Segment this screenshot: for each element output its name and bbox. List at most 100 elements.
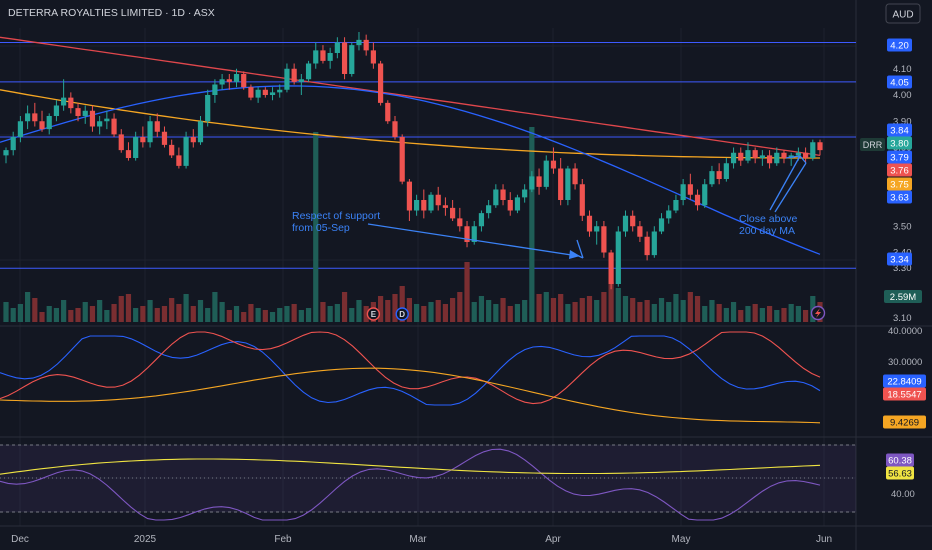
- candle-body-98: [709, 171, 715, 185]
- candle-body-104: [752, 150, 758, 158]
- volume-bar-53: [385, 300, 391, 322]
- price-tick-4: 3.50: [893, 221, 912, 232]
- volume-bar-42: [305, 308, 312, 322]
- candle-body-18: [133, 137, 139, 158]
- volume-bar-80: [579, 298, 585, 322]
- adx-line: [0, 367, 821, 424]
- volume-bar-106: [766, 306, 773, 322]
- candle-body-78: [565, 168, 571, 200]
- time-tick-1: 2025: [134, 534, 157, 545]
- candle-body-20: [147, 121, 153, 143]
- candle-body-30: [219, 79, 225, 85]
- volume-bar-91: [658, 298, 665, 322]
- candle-body-26: [190, 137, 196, 143]
- volume-bar-22: [161, 306, 168, 322]
- volume-bar-111: [802, 310, 809, 322]
- candle-body-64: [464, 226, 470, 242]
- volume-bar-10: [75, 308, 81, 322]
- volume-bar-20: [147, 300, 153, 322]
- rsi-label-0: 60.38: [888, 456, 912, 467]
- price-label-6: 3.75: [890, 180, 909, 191]
- volume-label: 2.59M: [890, 292, 916, 303]
- candle-body-59: [428, 194, 434, 211]
- candle-body-75: [543, 160, 549, 187]
- volume-bar-72: [522, 300, 528, 322]
- candle-body-9: [68, 97, 74, 109]
- price-label-1: 4.05: [890, 78, 909, 89]
- candle-body-99: [716, 171, 722, 179]
- candle-body-112: [810, 142, 816, 158]
- volume-bar-9: [68, 310, 74, 322]
- volume-bar-63: [457, 292, 463, 322]
- volume-bar-79: [572, 302, 578, 322]
- volume-bar-92: [666, 302, 672, 322]
- candle-body-82: [594, 226, 600, 232]
- candle-body-57: [414, 200, 420, 211]
- candle-body-2: [17, 121, 24, 137]
- volume-bar-40: [291, 304, 297, 322]
- volume-bar-69: [500, 298, 506, 322]
- candle-body-38: [277, 89, 283, 93]
- price-label-0: 4.20: [890, 41, 909, 52]
- candle-body-73: [529, 176, 535, 190]
- candle-body-3: [25, 113, 31, 122]
- volume-bars: [3, 127, 823, 322]
- volume-bar-36: [262, 310, 268, 322]
- currency-button-frame[interactable]: [885, 3, 921, 24]
- dmi-tick-1: 30.0000: [888, 357, 922, 368]
- volume-bar-86: [622, 296, 629, 322]
- volume-bar-71: [514, 304, 521, 322]
- volume-bar-41: [298, 310, 304, 322]
- volume-bar-39: [284, 306, 290, 322]
- candle-body-35: [255, 89, 261, 98]
- volume-bar-7: [53, 308, 60, 322]
- candle-body-63: [457, 218, 463, 227]
- candle-body-62: [450, 207, 456, 219]
- price-label-4: 3.79: [890, 153, 909, 164]
- rsi-label-1: 56.63: [888, 469, 912, 480]
- price-tick-6: 3.30: [893, 263, 912, 274]
- volume-bar-33: [241, 312, 247, 322]
- candle-body-90: [651, 231, 657, 256]
- candle-body-14: [104, 118, 110, 122]
- price-label-bg-5: [887, 163, 912, 177]
- candle-body-67: [486, 205, 492, 214]
- candle-body-22: [161, 131, 168, 145]
- currency-button[interactable]: AUD: [892, 10, 913, 21]
- chart-title: DETERRA ROYALTIES LIMITED · 1D · ASX: [8, 7, 215, 19]
- candle-body-40: [291, 68, 297, 82]
- time-tick-3: Mar: [409, 534, 427, 545]
- annotation-hook: [569, 239, 584, 259]
- rsi-ma-line: [0, 458, 821, 475]
- candle-body-72: [522, 189, 528, 198]
- price-tick-1: 4.00: [893, 90, 912, 101]
- candle-body-31: [226, 79, 232, 82]
- volume-bar-70: [507, 306, 513, 322]
- volume-bar-93: [673, 294, 679, 322]
- dmi-label-2: 9.4269: [890, 418, 919, 429]
- candle-body-86: [622, 215, 629, 232]
- candle-body-88: [637, 226, 643, 237]
- volume-bar-58: [421, 306, 427, 322]
- volume-bar-89: [644, 300, 650, 322]
- candle-body-0: [3, 150, 9, 156]
- volume-bar-75: [543, 292, 549, 322]
- volume-bar-26: [190, 306, 196, 322]
- volume-bar-43: [313, 132, 319, 322]
- volume-bar-29: [212, 292, 218, 322]
- candle-body-51: [370, 50, 376, 64]
- candle-body-74: [536, 176, 542, 187]
- volume-bar-101: [730, 302, 737, 322]
- rsi-label-bg-1: [886, 466, 914, 480]
- volume-bar-67: [486, 300, 492, 322]
- candle-body-66: [478, 213, 485, 227]
- volume-bar-64: [464, 262, 470, 322]
- price-label-3: 3.80: [890, 139, 909, 150]
- volume-bar-8: [61, 300, 67, 322]
- volume-bar-48: [349, 308, 355, 322]
- volume-bar-4: [32, 298, 38, 322]
- annotation-ma-arrow-2: [774, 162, 807, 213]
- candle-body-113: [817, 142, 823, 151]
- candle-body-80: [579, 184, 585, 216]
